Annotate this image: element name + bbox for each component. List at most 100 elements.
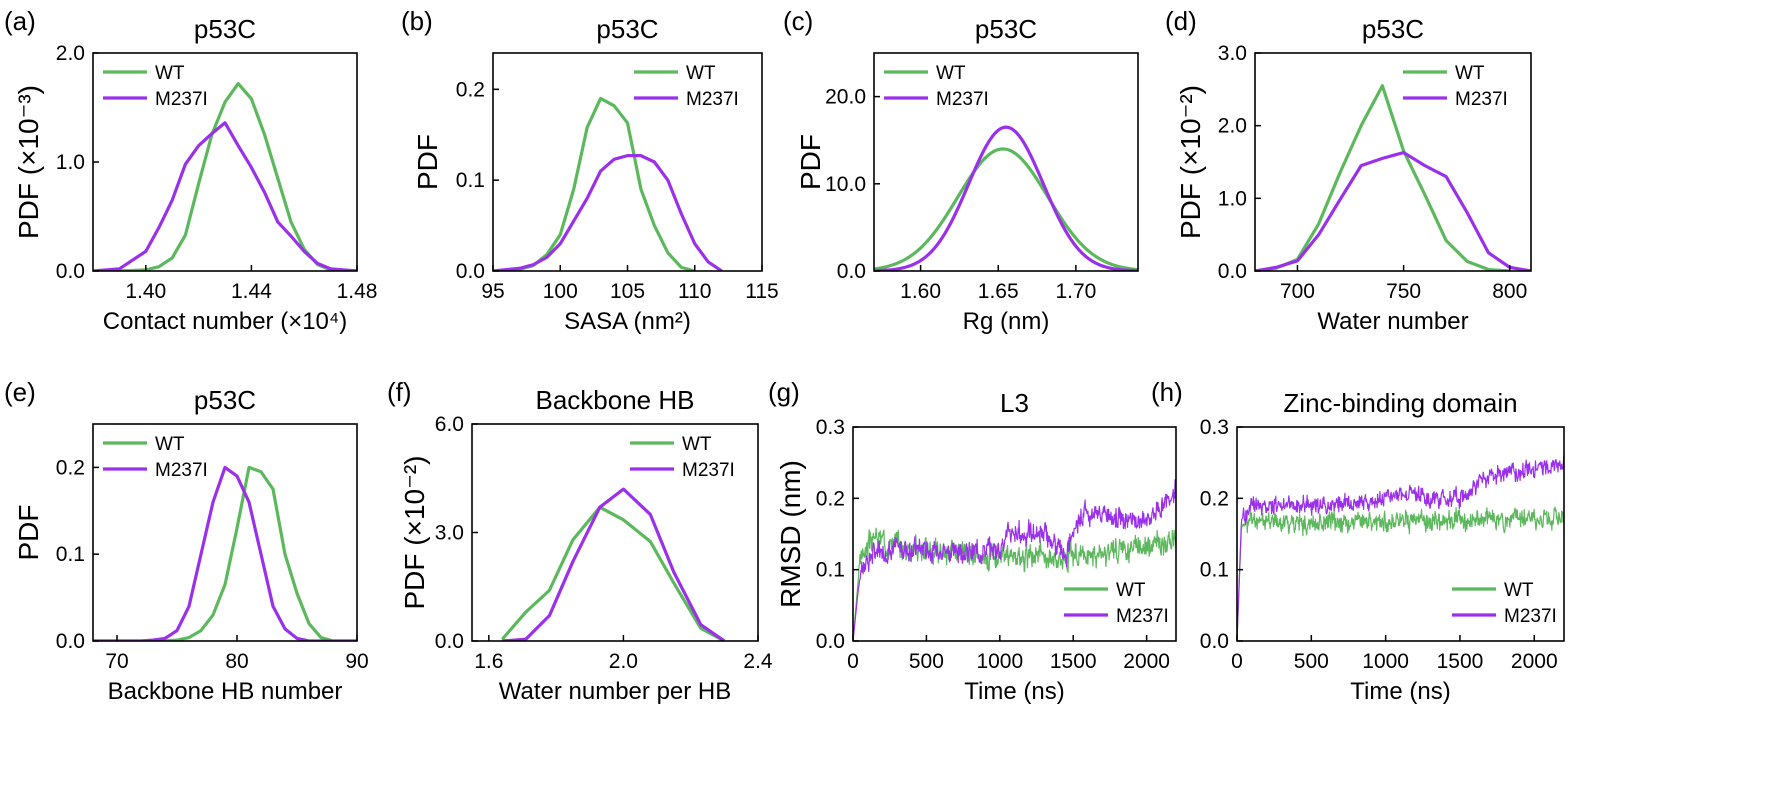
y-tick-label: 0.1: [816, 559, 845, 582]
y-tick-label: 2.0: [1218, 115, 1247, 138]
legend: WT M237I: [1064, 580, 1169, 627]
panel-d: 700 750 800 0.0 1.0 2.0 3.0 p53C (d) Water number…: [1165, 6, 1532, 335]
legend-label-m237i: M237I: [155, 89, 208, 110]
x-tick-label: 2.4: [743, 650, 773, 673]
series-line-wt: [93, 81, 357, 271]
y-tick-label: 0.2: [816, 487, 845, 510]
y-tick-label: 10.0: [825, 173, 866, 196]
legend-label-m237i: M237I: [1116, 606, 1169, 627]
x-tick-label: 1.44: [231, 280, 272, 303]
legend: WT M237I: [630, 434, 735, 481]
x-axis-label: Time (ns): [1350, 678, 1450, 705]
y-tick-label: 20.0: [825, 86, 866, 109]
panel-g: 0 500 1000 1500 2000 0.0 0.1 0.2 0.3 L3 (g) Time (n…: [768, 377, 1177, 705]
x-tick-label: 0: [847, 650, 859, 673]
x-axis-label: SASA (nm²): [564, 308, 691, 335]
plot-area: [93, 81, 357, 271]
series-line-wt: [93, 465, 357, 641]
panel-label: (e): [4, 377, 36, 407]
x-tick-label: 500: [909, 650, 944, 673]
y-tick-label: 0.2: [56, 456, 85, 479]
y-tick-label: 0.1: [456, 169, 485, 192]
x-tick-label: 1.6: [474, 650, 503, 673]
series-line-wt: [874, 147, 1138, 271]
legend-label-wt: WT: [1455, 63, 1485, 84]
x-tick-label: 0: [1231, 650, 1243, 673]
y-tick-label: 0.1: [1200, 559, 1229, 582]
y-tick-label: 3.0: [435, 522, 464, 545]
y-tick-label: 3.0: [1218, 42, 1247, 65]
panel-c: 1.60 1.65 1.70 0.0 10.0 20.0 p53C (c) Rg (nm) PDF…: [783, 6, 1139, 335]
y-tick-label: 0.0: [1200, 630, 1229, 653]
x-tick-label: 1000: [1362, 650, 1409, 673]
series-line-m237i: [853, 479, 1176, 641]
panel-title: p53C: [975, 14, 1037, 44]
legend-label-m237i: M237I: [686, 89, 739, 110]
legend-label-wt: WT: [936, 63, 966, 84]
plot-area: [1255, 84, 1531, 271]
panel-label: (h): [1151, 377, 1183, 407]
legend: WT M237I: [1452, 580, 1557, 627]
panel-title: Backbone HB: [536, 385, 695, 415]
y-tick-label: 0.0: [56, 260, 85, 283]
x-tick-label: 95: [481, 280, 504, 303]
x-tick-label: 2000: [1511, 650, 1558, 673]
x-tick-label: 1000: [976, 650, 1023, 673]
x-tick-label: 700: [1280, 280, 1315, 303]
axes-frame: [92, 423, 358, 642]
y-axis-label: PDF (×10⁻²): [399, 455, 430, 609]
panel-h: 0 500 1000 1500 2000 0.0 0.1 0.2 0.3 Zinc-binding…: [1151, 377, 1565, 705]
panel-a: 1.40 1.44 1.48 0.0 1.0 2.0 p53C (a) Contact numb…: [4, 6, 377, 335]
x-tick-label: 1.60: [900, 280, 941, 303]
y-tick-label: 2.0: [56, 42, 85, 65]
series-line-m237i: [93, 465, 357, 641]
y-tick-label: 0.2: [456, 78, 485, 101]
axes-frame: [1236, 426, 1565, 642]
x-tick-label: 1.40: [125, 280, 166, 303]
x-tick-label: 80: [225, 650, 248, 673]
axes-frame: [471, 423, 759, 642]
series-line-m237i: [1255, 150, 1531, 271]
x-tick-label: 100: [543, 280, 578, 303]
y-axis-label: PDF (×10⁻²): [1175, 85, 1206, 239]
panel-e: 70 80 90 0.0 0.1 0.2 p53C (e) Backbone HB number…: [4, 377, 369, 705]
panel-label: (g): [768, 377, 800, 407]
x-tick-label: 2000: [1123, 650, 1170, 673]
x-tick-label: 1.48: [337, 280, 378, 303]
y-tick-label: 0.0: [435, 630, 464, 653]
plot-area: [93, 465, 357, 641]
x-axis-label: Water number: [1317, 308, 1468, 335]
x-axis-label: Rg (nm): [963, 308, 1050, 335]
panel-title: L3: [1000, 388, 1029, 418]
x-axis-label: Contact number (×10⁴): [103, 308, 347, 335]
panel-title: p53C: [194, 385, 256, 415]
y-tick-label: 0.2: [1200, 487, 1229, 510]
legend-label-m237i: M237I: [682, 460, 735, 481]
panel-label: (b): [401, 6, 433, 36]
x-axis-label: Water number per HB: [499, 678, 732, 705]
legend-label-wt: WT: [155, 434, 185, 455]
plot-area: [1237, 454, 1564, 641]
legend: WT M237I: [1403, 63, 1508, 110]
panel-title: p53C: [1362, 14, 1424, 44]
panel-label: (d): [1165, 6, 1197, 36]
series-line-m237i: [493, 154, 723, 271]
series-line-m237i: [1237, 454, 1564, 641]
x-tick-label: 1500: [1437, 650, 1484, 673]
x-tick-label: 110: [678, 280, 711, 303]
legend-label-m237i: M237I: [936, 89, 989, 110]
x-tick-label: 500: [1294, 650, 1329, 673]
axes-frame: [852, 426, 1177, 642]
x-tick-label: 1.70: [1055, 280, 1096, 303]
y-tick-label: 1.0: [1218, 187, 1247, 210]
y-tick-label: 0.1: [56, 543, 85, 566]
legend-label-wt: WT: [1504, 580, 1534, 601]
y-axis-label: PDF (×10⁻³): [13, 85, 44, 239]
y-tick-label: 0.0: [456, 260, 485, 283]
panel-b: 95 100 105 110 115 0.0 0.1 0.2 p53C (b) SASA (nm²)…: [401, 6, 779, 335]
series-line-wt: [853, 527, 1176, 641]
legend-label-m237i: M237I: [1504, 606, 1557, 627]
legend: WT M237I: [884, 63, 989, 110]
legend: WT M237I: [103, 434, 208, 481]
